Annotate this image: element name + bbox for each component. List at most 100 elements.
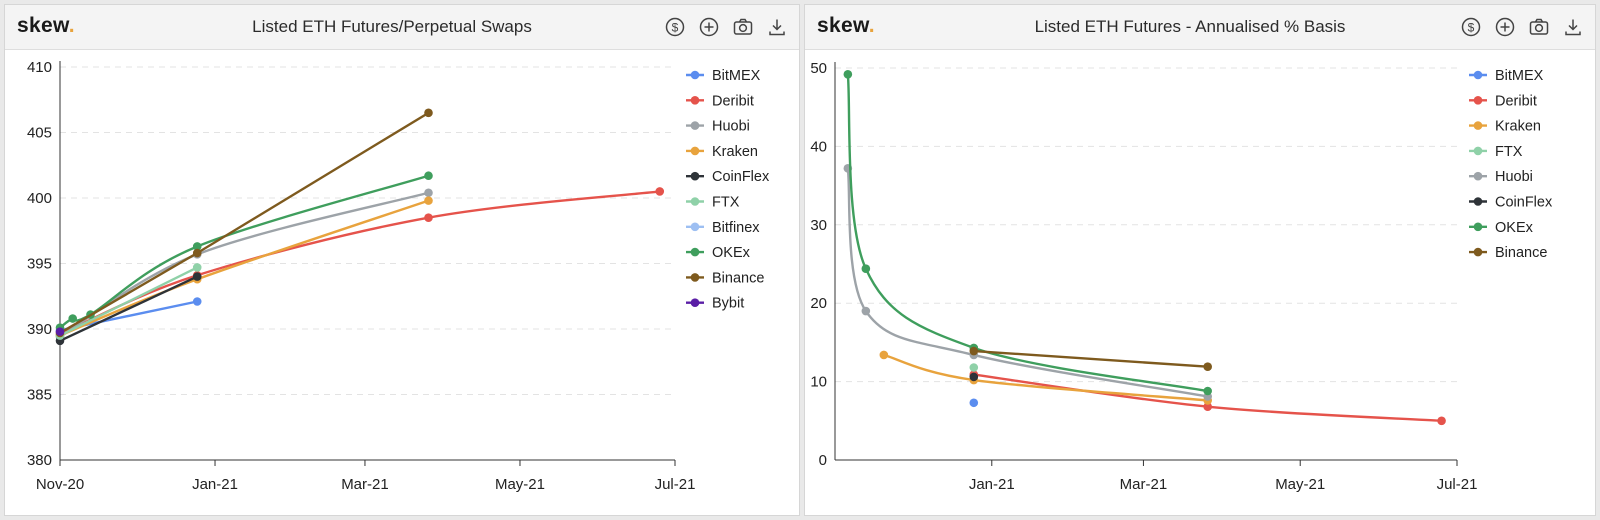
camera-icon[interactable] xyxy=(1527,15,1551,39)
data-point[interactable] xyxy=(424,213,433,222)
download-icon[interactable] xyxy=(765,15,789,39)
legend-item-okex[interactable]: OKEx xyxy=(686,245,751,261)
data-point[interactable] xyxy=(879,350,889,360)
data-point[interactable] xyxy=(1437,416,1446,426)
legend-label: FTX xyxy=(1495,144,1523,160)
legend-marker xyxy=(1473,247,1483,257)
legend-item-ftx[interactable]: FTX xyxy=(1469,144,1523,160)
data-point[interactable] xyxy=(192,242,202,251)
legend-label: Bitfinex xyxy=(712,220,760,236)
download-icon[interactable] xyxy=(1561,15,1585,39)
data-point[interactable] xyxy=(969,346,979,356)
data-point[interactable] xyxy=(861,306,871,316)
legend-label: Deribit xyxy=(1495,93,1537,109)
data-point[interactable] xyxy=(969,372,979,382)
legend-item-coinflex[interactable]: CoinFlex xyxy=(686,169,770,185)
legend-marker xyxy=(690,273,700,282)
data-point[interactable] xyxy=(55,327,65,336)
y-tick-label: 40 xyxy=(810,138,827,155)
series-huobi[interactable] xyxy=(843,164,1212,401)
legend-item-binance[interactable]: Binance xyxy=(1469,245,1547,261)
svg-text:$: $ xyxy=(1468,21,1475,35)
legend-item-coinflex[interactable]: CoinFlex xyxy=(1469,195,1553,211)
legend-item-bybit[interactable]: Bybit xyxy=(686,296,744,312)
legend-item-binance[interactable]: Binance xyxy=(686,270,764,286)
x-tick-label: May-21 xyxy=(1275,476,1325,493)
legend-item-deribit[interactable]: Deribit xyxy=(686,93,754,109)
series-okex[interactable] xyxy=(843,69,1212,396)
data-point[interactable] xyxy=(192,248,202,258)
plus-icon[interactable] xyxy=(697,15,721,39)
data-point[interactable] xyxy=(861,264,871,274)
series-bitmex[interactable] xyxy=(969,398,979,408)
data-point[interactable] xyxy=(1203,402,1212,411)
legend-marker xyxy=(1473,121,1483,130)
series-line xyxy=(59,111,430,334)
data-point[interactable] xyxy=(424,108,433,118)
y-tick-label: 10 xyxy=(810,374,827,391)
camera-icon[interactable] xyxy=(731,15,755,39)
series-coinflex[interactable] xyxy=(55,272,202,346)
data-point[interactable] xyxy=(969,398,979,408)
data-point[interactable] xyxy=(424,171,433,181)
data-point[interactable] xyxy=(655,187,665,196)
data-point[interactable] xyxy=(1203,386,1212,396)
legend-item-okex[interactable]: OKEx xyxy=(1469,220,1534,236)
legend-item-ftx[interactable]: FTX xyxy=(686,195,740,211)
series-kraken[interactable] xyxy=(879,350,1212,405)
x-tick-label: May-21 xyxy=(495,476,545,493)
y-tick-label: 405 xyxy=(27,125,52,142)
data-point[interactable] xyxy=(192,297,202,306)
series-binance[interactable] xyxy=(55,108,433,338)
legend-marker xyxy=(1473,171,1483,181)
y-tick-label: 390 xyxy=(27,321,52,338)
panel-header: skew. Listed ETH Futures/Perpetual Swaps… xyxy=(5,5,799,50)
legend-item-bitfinex[interactable]: Bitfinex xyxy=(686,220,760,236)
legend-marker xyxy=(1473,146,1483,156)
series-ftx[interactable] xyxy=(969,363,979,372)
series-line xyxy=(846,168,1208,398)
panel-header: skew. Listed ETH Futures - Annualised % … xyxy=(805,5,1595,50)
legend-item-kraken[interactable]: Kraken xyxy=(1469,119,1541,135)
data-point[interactable] xyxy=(843,69,853,79)
series-line xyxy=(973,349,1208,368)
chart-toolbar: $ xyxy=(663,15,789,39)
data-point[interactable] xyxy=(424,196,433,205)
plus-icon[interactable] xyxy=(1493,15,1517,39)
data-point[interactable] xyxy=(1203,362,1212,372)
legend-marker xyxy=(1473,96,1483,105)
legend-label: CoinFlex xyxy=(1495,195,1553,211)
legend-item-huobi[interactable]: Huobi xyxy=(686,119,750,135)
data-point[interactable] xyxy=(68,314,78,323)
data-point[interactable] xyxy=(969,363,979,372)
legend-marker xyxy=(690,247,700,257)
legend-item-bitmex[interactable]: BitMEX xyxy=(1469,68,1544,84)
legend-item-bitmex[interactable]: BitMEX xyxy=(686,68,761,84)
data-point[interactable] xyxy=(424,188,433,198)
legend-item-kraken[interactable]: Kraken xyxy=(686,144,758,160)
legend-label: Deribit xyxy=(712,93,754,109)
dollar-icon[interactable]: $ xyxy=(663,15,687,39)
series-deribit[interactable] xyxy=(969,370,1446,426)
data-point[interactable] xyxy=(192,263,202,272)
legend-item-huobi[interactable]: Huobi xyxy=(1469,169,1533,185)
dollar-icon[interactable]: $ xyxy=(1459,15,1483,39)
legend-label: Kraken xyxy=(1495,119,1541,135)
data-point[interactable] xyxy=(192,272,202,281)
legend-item-deribit[interactable]: Deribit xyxy=(1469,93,1537,109)
series-line xyxy=(883,353,1208,402)
y-tick-label: 0 xyxy=(819,452,827,469)
series-line xyxy=(846,74,1208,393)
series-coinflex[interactable] xyxy=(969,372,979,382)
legend-label: OKEx xyxy=(712,245,751,261)
series-bybit[interactable] xyxy=(55,327,65,336)
chart-title: Listed ETH Futures/Perpetual Swaps xyxy=(252,17,532,36)
skew-logo: skew. xyxy=(17,14,75,37)
series-okex[interactable] xyxy=(55,171,433,332)
series-line xyxy=(59,275,198,342)
legend-label: Binance xyxy=(1495,245,1547,261)
series-binance[interactable] xyxy=(969,346,1212,372)
legend-marker xyxy=(690,298,700,307)
y-tick-label: 385 xyxy=(27,387,52,404)
legend-label: OKEx xyxy=(1495,220,1534,236)
